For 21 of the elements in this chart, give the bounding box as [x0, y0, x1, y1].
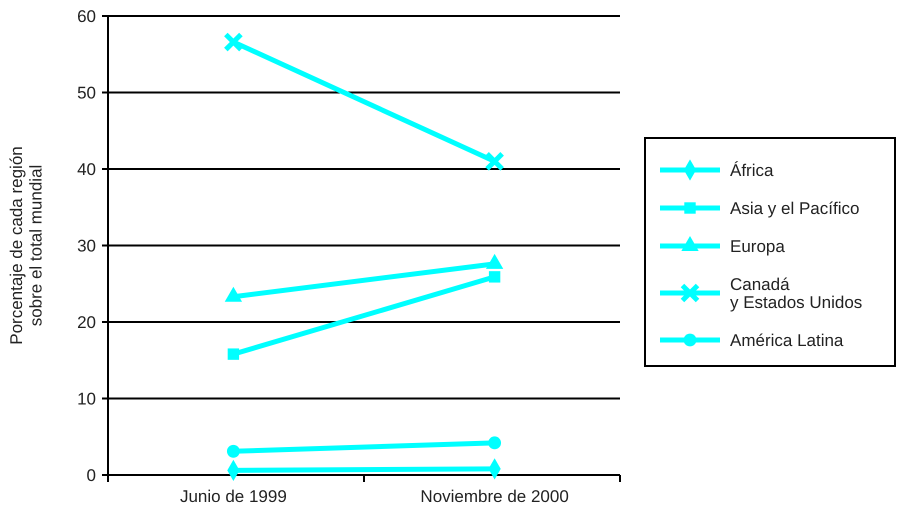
- y-axis-title: Porcentaje de cada región sobre el total mundial: [7, 146, 46, 345]
- point: [226, 444, 240, 458]
- y-tick-label: 60: [77, 6, 96, 26]
- point: [223, 32, 244, 52]
- legend-label: Canadá y Estados Unidos: [730, 274, 862, 312]
- x-tick-label: Junio de 1999: [180, 487, 287, 506]
- y-tick-label: 10: [77, 389, 96, 408]
- x-tick-label: Noviembre de 2000: [420, 487, 569, 506]
- y-tick-label: 20: [77, 312, 96, 332]
- legend-label: Asia y el Pacífico: [730, 198, 860, 218]
- y-tick-label: 50: [77, 83, 96, 102]
- legend-label: América Latina: [730, 330, 844, 350]
- legend-label: Europa: [730, 236, 786, 256]
- y-tick-label: 30: [77, 236, 96, 256]
- y-tick-label: 0: [86, 466, 96, 485]
- point: [488, 436, 502, 450]
- point: [488, 271, 500, 283]
- point: [228, 348, 240, 360]
- point: [484, 151, 505, 172]
- y-tick-label: 40: [77, 160, 96, 179]
- legend-label: África: [730, 160, 774, 180]
